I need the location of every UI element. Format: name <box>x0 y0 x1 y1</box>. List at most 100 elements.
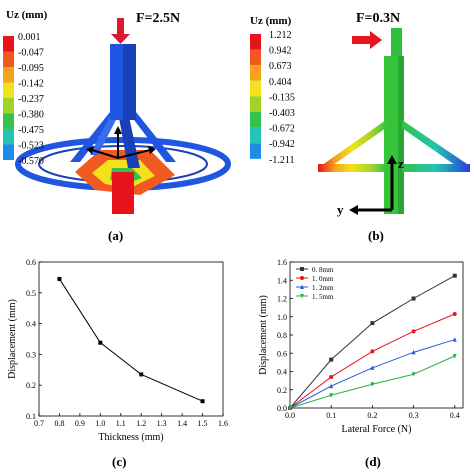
y-tick-label: 1.2 <box>277 295 287 304</box>
model-b-shaft-top <box>391 28 402 58</box>
y-tick-label: 1.4 <box>277 276 287 285</box>
panel-label-d: (d) <box>365 454 381 469</box>
y-axis-label: Displacement (mm) <box>258 295 269 375</box>
panel-b-model <box>318 28 470 215</box>
colorbar-a-label: -0.142 <box>18 79 44 90</box>
colorbar-b-label: -0.672 <box>269 124 295 135</box>
data-point <box>329 374 334 379</box>
colorbar-a-swatch <box>3 67 14 83</box>
y-tick-label: 0.3 <box>26 350 36 359</box>
data-point <box>411 296 416 301</box>
colorbar-a-swatch <box>3 36 14 52</box>
y-tick-label: 0.8 <box>277 331 287 340</box>
x-tick-label: 1.4 <box>177 419 187 428</box>
x-tick-label: 1.3 <box>157 419 167 428</box>
colorbar-a-label: -0.570 <box>18 156 44 167</box>
colorbar-b-label: 0.673 <box>269 61 292 72</box>
x-tick-label: 0.9 <box>75 419 85 428</box>
data-point <box>370 349 375 354</box>
x-axis-label: Lateral Force (N) <box>342 424 412 435</box>
colorbar-b-label: -0.135 <box>269 92 295 103</box>
y-tick-label: 0.2 <box>26 381 36 390</box>
chart-d: 0.0 0.1 0.2 0.3 0.4 0.0 0.2 0.4 0.6 0.8 1.0 1.2 1.4 1… <box>258 258 464 435</box>
model-a-leg-back <box>90 112 120 155</box>
colorbar-a-swatch <box>3 144 14 160</box>
colorbar-a-swatch <box>3 113 14 129</box>
model-b-arm-left-base <box>318 164 386 172</box>
colorbar-b-label: -0.403 <box>269 108 295 119</box>
y-tick-label: 0.6 <box>26 258 36 267</box>
model-b-arm-right-diagonal <box>402 120 470 170</box>
x-tick-label: 0.0 <box>285 411 295 420</box>
data-point <box>411 372 416 377</box>
plot-frame <box>38 261 224 417</box>
y-tick-label: 0.6 <box>277 349 287 358</box>
colorbar-b-label: 0.942 <box>269 46 292 57</box>
y-tick-label: 0.5 <box>26 289 36 298</box>
y-tick-label: 1.6 <box>277 258 287 267</box>
axis-label-y: y <box>337 202 344 217</box>
colorbar-b-label: -1.211 <box>269 155 294 166</box>
x-tick-label: 0.2 <box>367 411 377 420</box>
y-tick-label: 0.4 <box>26 320 36 329</box>
data-point <box>200 399 205 404</box>
y-tick-label: 0.4 <box>277 368 287 377</box>
data-point <box>329 357 334 362</box>
colorbar-a-label: -0.095 <box>18 63 44 74</box>
y-tick-label: 0.2 <box>277 386 287 395</box>
colorbar-b-swatch <box>250 49 261 66</box>
legend-marker <box>300 276 304 280</box>
model-a-axis-z-arrowhead <box>114 126 122 134</box>
model-b-shaft-side <box>398 56 404 214</box>
panel-label-b: (b) <box>368 228 384 243</box>
model-a-base <box>112 172 134 214</box>
data-point <box>57 276 62 281</box>
model-b-arm-right-base <box>402 164 470 172</box>
legend-title-a: Uz (mm) <box>6 9 48 21</box>
force-label-b: F=0.3N <box>356 11 400 26</box>
force-arrow-b-shaft <box>352 36 372 44</box>
colorbar-a-swatch <box>3 82 14 98</box>
x-tick-label: 1.5 <box>198 419 208 428</box>
series-line-1 <box>289 313 455 409</box>
x-tick-label: 1.0 <box>95 419 105 428</box>
data-point <box>452 353 457 359</box>
colorbar-a-swatch <box>3 129 14 145</box>
legend-label: 0. 8mm <box>312 266 334 274</box>
data-point <box>329 393 334 398</box>
model-a-leg-right <box>128 112 176 162</box>
legend-marker <box>300 267 304 271</box>
model-a-axis-y-arrowhead <box>86 146 94 154</box>
colorbar-b-swatch <box>250 65 261 81</box>
colorbar-b-swatch <box>250 34 261 50</box>
model-a-shaft-side <box>123 44 136 120</box>
x-tick-label: 0.4 <box>450 411 460 420</box>
legend-marker <box>300 284 304 289</box>
chart-c: 0.7 0.8 0.9 1.0 1.1 1.2 1.3 1.4 1.5 1.6 0.1 0.2 0.3 0… <box>7 258 228 443</box>
legend-label: 1. 5mm <box>312 293 334 301</box>
colorbar-a-swatch <box>3 98 14 114</box>
data-point <box>411 349 416 355</box>
series-line-3 <box>289 355 455 409</box>
colorbar-b-label: -0.942 <box>269 139 295 150</box>
colorbar-a-label: -0.380 <box>18 110 44 121</box>
series-line-0 <box>59 278 203 402</box>
colorbar-b-swatch <box>250 127 261 144</box>
colorbar-b-swatch <box>250 96 261 112</box>
force-label-a: F=2.5N <box>136 11 180 26</box>
force-arrow-a-shaft <box>117 18 124 36</box>
x-axis-label: Thickness (mm) <box>98 432 163 443</box>
x-tick-label: 0.1 <box>326 411 336 420</box>
data-point <box>139 372 144 377</box>
colorbar-b-swatch <box>250 112 261 128</box>
data-point <box>370 321 375 326</box>
panel-label-a: (a) <box>108 228 123 243</box>
data-point <box>452 273 457 278</box>
model-a-axis-x-arrowhead <box>148 146 156 154</box>
colorbar-a: 0.001 -0.047 -0.095 -0.142 -0.237 -0.380 -0.47… <box>3 32 44 167</box>
data-point <box>411 329 416 334</box>
y-tick-label: 1.0 <box>277 313 287 322</box>
colorbar-a-label: -0.523 <box>18 141 44 152</box>
force-arrow-b-head <box>370 31 382 49</box>
